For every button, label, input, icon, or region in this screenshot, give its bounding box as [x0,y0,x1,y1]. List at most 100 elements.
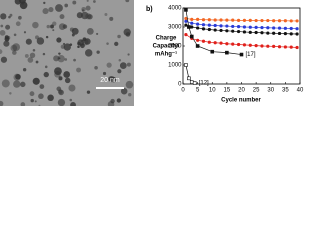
x-tick-label: 0 [181,88,185,94]
particle [12,50,17,55]
figure: 20 nm b) Charge Capacity/ mAhg⁻¹ Cycle n… [0,0,304,106]
y-label: Charge [156,36,177,42]
particle [69,98,73,102]
marker [277,19,282,23]
marker [196,22,200,26]
particle [13,80,21,88]
marker [289,26,293,31]
particle [81,9,85,12]
marker [248,43,252,47]
particle [0,29,6,36]
particle [23,31,27,34]
marker [242,25,247,29]
particle [80,39,84,42]
particle [86,90,91,94]
particle [81,11,89,20]
particle [30,98,34,103]
particle [0,100,4,106]
particle [106,42,109,45]
marker [201,39,206,43]
particle [5,24,11,30]
micrograph [0,0,134,106]
particle [32,48,36,52]
marker [184,16,188,21]
marker [239,52,244,57]
marker [196,17,200,21]
marker [283,26,287,30]
series-label: [17] [246,52,256,58]
particle [68,84,76,92]
particle [57,98,66,106]
particle [64,77,71,84]
marker [192,81,197,85]
particle [58,76,63,81]
marker [219,41,223,45]
marker [231,24,235,29]
particle [38,93,44,100]
particle [71,27,79,35]
marker [266,31,270,35]
particle [108,76,115,83]
marker [190,25,194,29]
particle [24,53,29,58]
marker [207,18,211,22]
y-label: mAhg⁻¹ [155,51,177,58]
y-tick-label: 1000 [168,63,182,69]
marker [189,80,194,84]
x-label: Cycle number [221,98,261,104]
particle [54,70,61,78]
marker [184,23,188,27]
y-tick-label: 2000 [168,44,182,50]
marker [260,44,264,48]
marker [225,24,229,28]
particle [13,33,17,37]
particle [20,102,26,106]
particle [117,69,122,74]
particle [58,89,64,96]
particle [57,54,65,63]
particle [119,62,127,70]
marker [248,25,252,29]
marker [242,18,247,22]
particle [1,79,10,88]
marker [219,28,223,33]
x-tick-label: 35 [282,88,289,94]
marker [189,34,194,39]
particle [42,52,46,56]
marker [236,29,241,34]
particle [36,37,45,45]
marker [272,31,276,35]
particle [39,84,45,89]
x-tick-label: 30 [267,88,274,94]
particle [76,67,82,73]
particle [22,68,27,72]
marker [190,21,194,25]
marker [184,8,188,12]
particle [86,27,94,35]
particle [81,38,89,46]
particle [20,81,26,88]
marker [201,23,206,27]
particle [0,24,4,28]
particle [15,73,21,80]
particle [53,55,60,62]
marker [184,19,188,23]
marker [213,28,217,32]
particle [96,50,100,54]
particle [84,49,93,57]
y-tick-label: 4000 [168,6,182,12]
marker [283,19,287,23]
particle [116,98,121,103]
particle [46,24,51,29]
y-tick-label: 3000 [168,25,182,31]
particle [80,43,85,49]
marker [260,31,264,35]
marker [231,18,235,22]
marker [260,18,264,23]
marker [196,38,200,42]
particle [125,0,130,3]
x-tick-label: 10 [209,88,216,94]
particle [86,0,89,2]
marker [289,45,293,49]
marker [210,49,215,54]
